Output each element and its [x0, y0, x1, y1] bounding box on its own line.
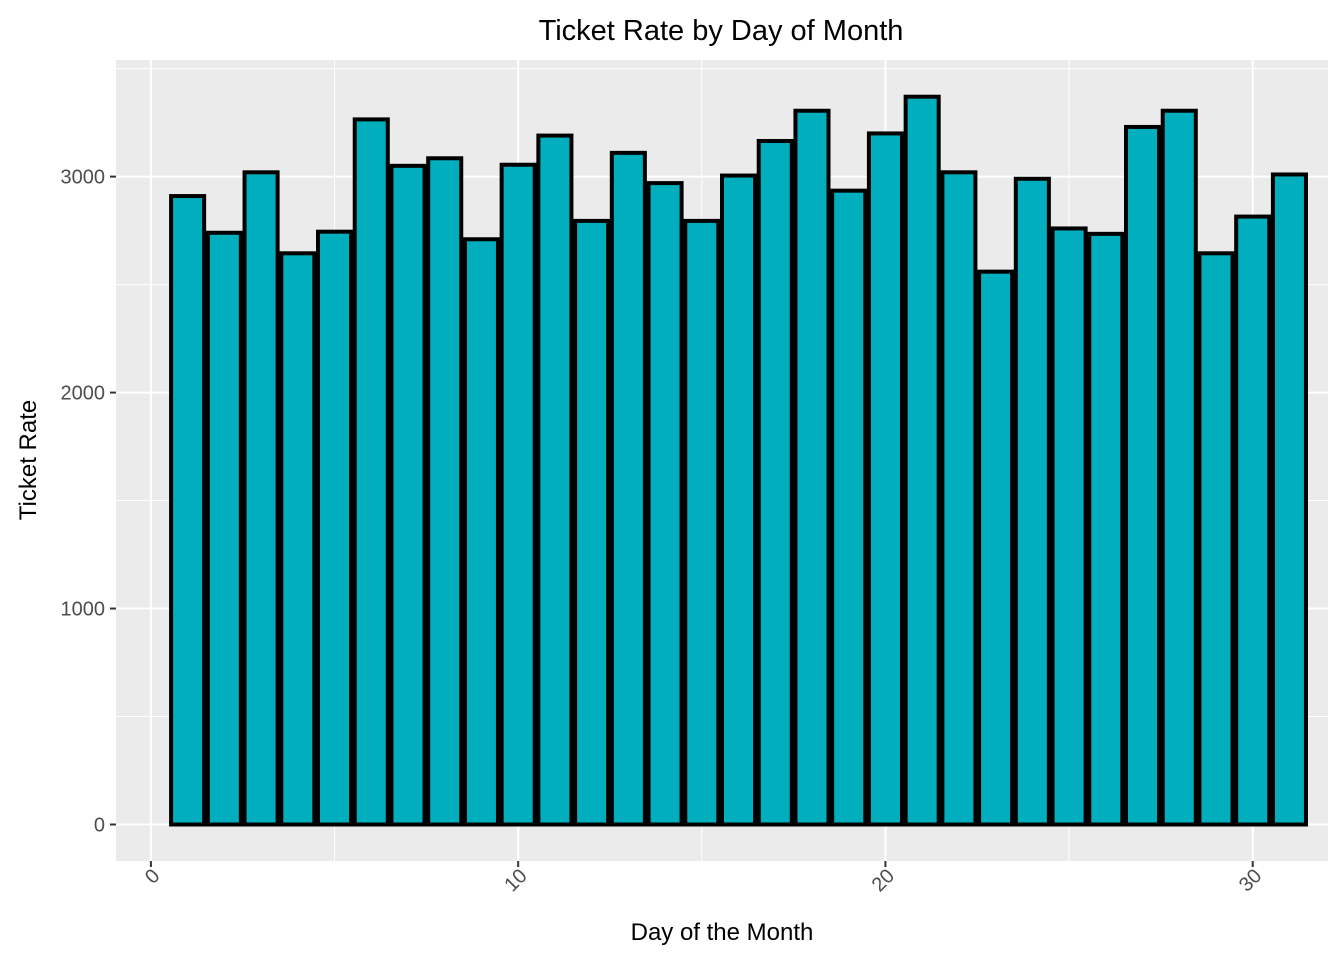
x-tick-label: 0 — [141, 865, 164, 888]
bar-day-24 — [1013, 176, 1051, 827]
bar-day-12 — [573, 218, 611, 827]
y-tick-label: 2000 — [61, 383, 106, 405]
bar-day-8 — [426, 156, 464, 827]
bar-day-5 — [316, 229, 354, 827]
y-tick-label: 1000 — [61, 599, 106, 621]
bar-day-19 — [830, 188, 868, 827]
bar-day-2 — [205, 230, 243, 827]
bar-day-16 — [720, 173, 758, 827]
bar-day-25 — [1050, 226, 1088, 827]
bar-day-13 — [609, 150, 647, 827]
x-tick-label: 10 — [500, 865, 531, 896]
y-tick-label: 3000 — [61, 167, 106, 189]
x-tick-label: 20 — [868, 865, 899, 896]
bar-day-14 — [646, 181, 684, 827]
bar-day-23 — [977, 269, 1015, 827]
bar-day-18 — [793, 108, 831, 827]
bar-day-15 — [683, 218, 721, 827]
bar-day-29 — [1197, 251, 1235, 827]
x-axis-label: Day of the Month — [631, 919, 814, 946]
y-axis-label: Ticket Rate — [15, 400, 42, 520]
bar-day-9 — [462, 237, 500, 827]
bar-day-7 — [389, 163, 427, 827]
bar-day-11 — [536, 133, 574, 827]
y-tick-label: 0 — [94, 815, 105, 837]
chart-title: Ticket Rate by Day of Month — [539, 15, 904, 47]
x-tick-label: 30 — [1235, 865, 1266, 896]
bar-day-6 — [352, 117, 390, 827]
bar-day-28 — [1160, 108, 1198, 827]
bar-day-31 — [1270, 172, 1308, 827]
bar-day-1 — [169, 194, 207, 827]
bar-day-10 — [499, 162, 537, 827]
bars — [169, 94, 1308, 827]
bar-day-26 — [1087, 231, 1125, 827]
bar-day-3 — [242, 170, 280, 827]
bar-day-20 — [866, 131, 904, 827]
bar-day-22 — [940, 170, 978, 827]
bar-day-30 — [1234, 214, 1272, 827]
bar-day-4 — [279, 251, 317, 827]
bar-day-21 — [903, 94, 941, 827]
bar-day-27 — [1124, 124, 1162, 827]
bar-day-17 — [756, 138, 794, 827]
